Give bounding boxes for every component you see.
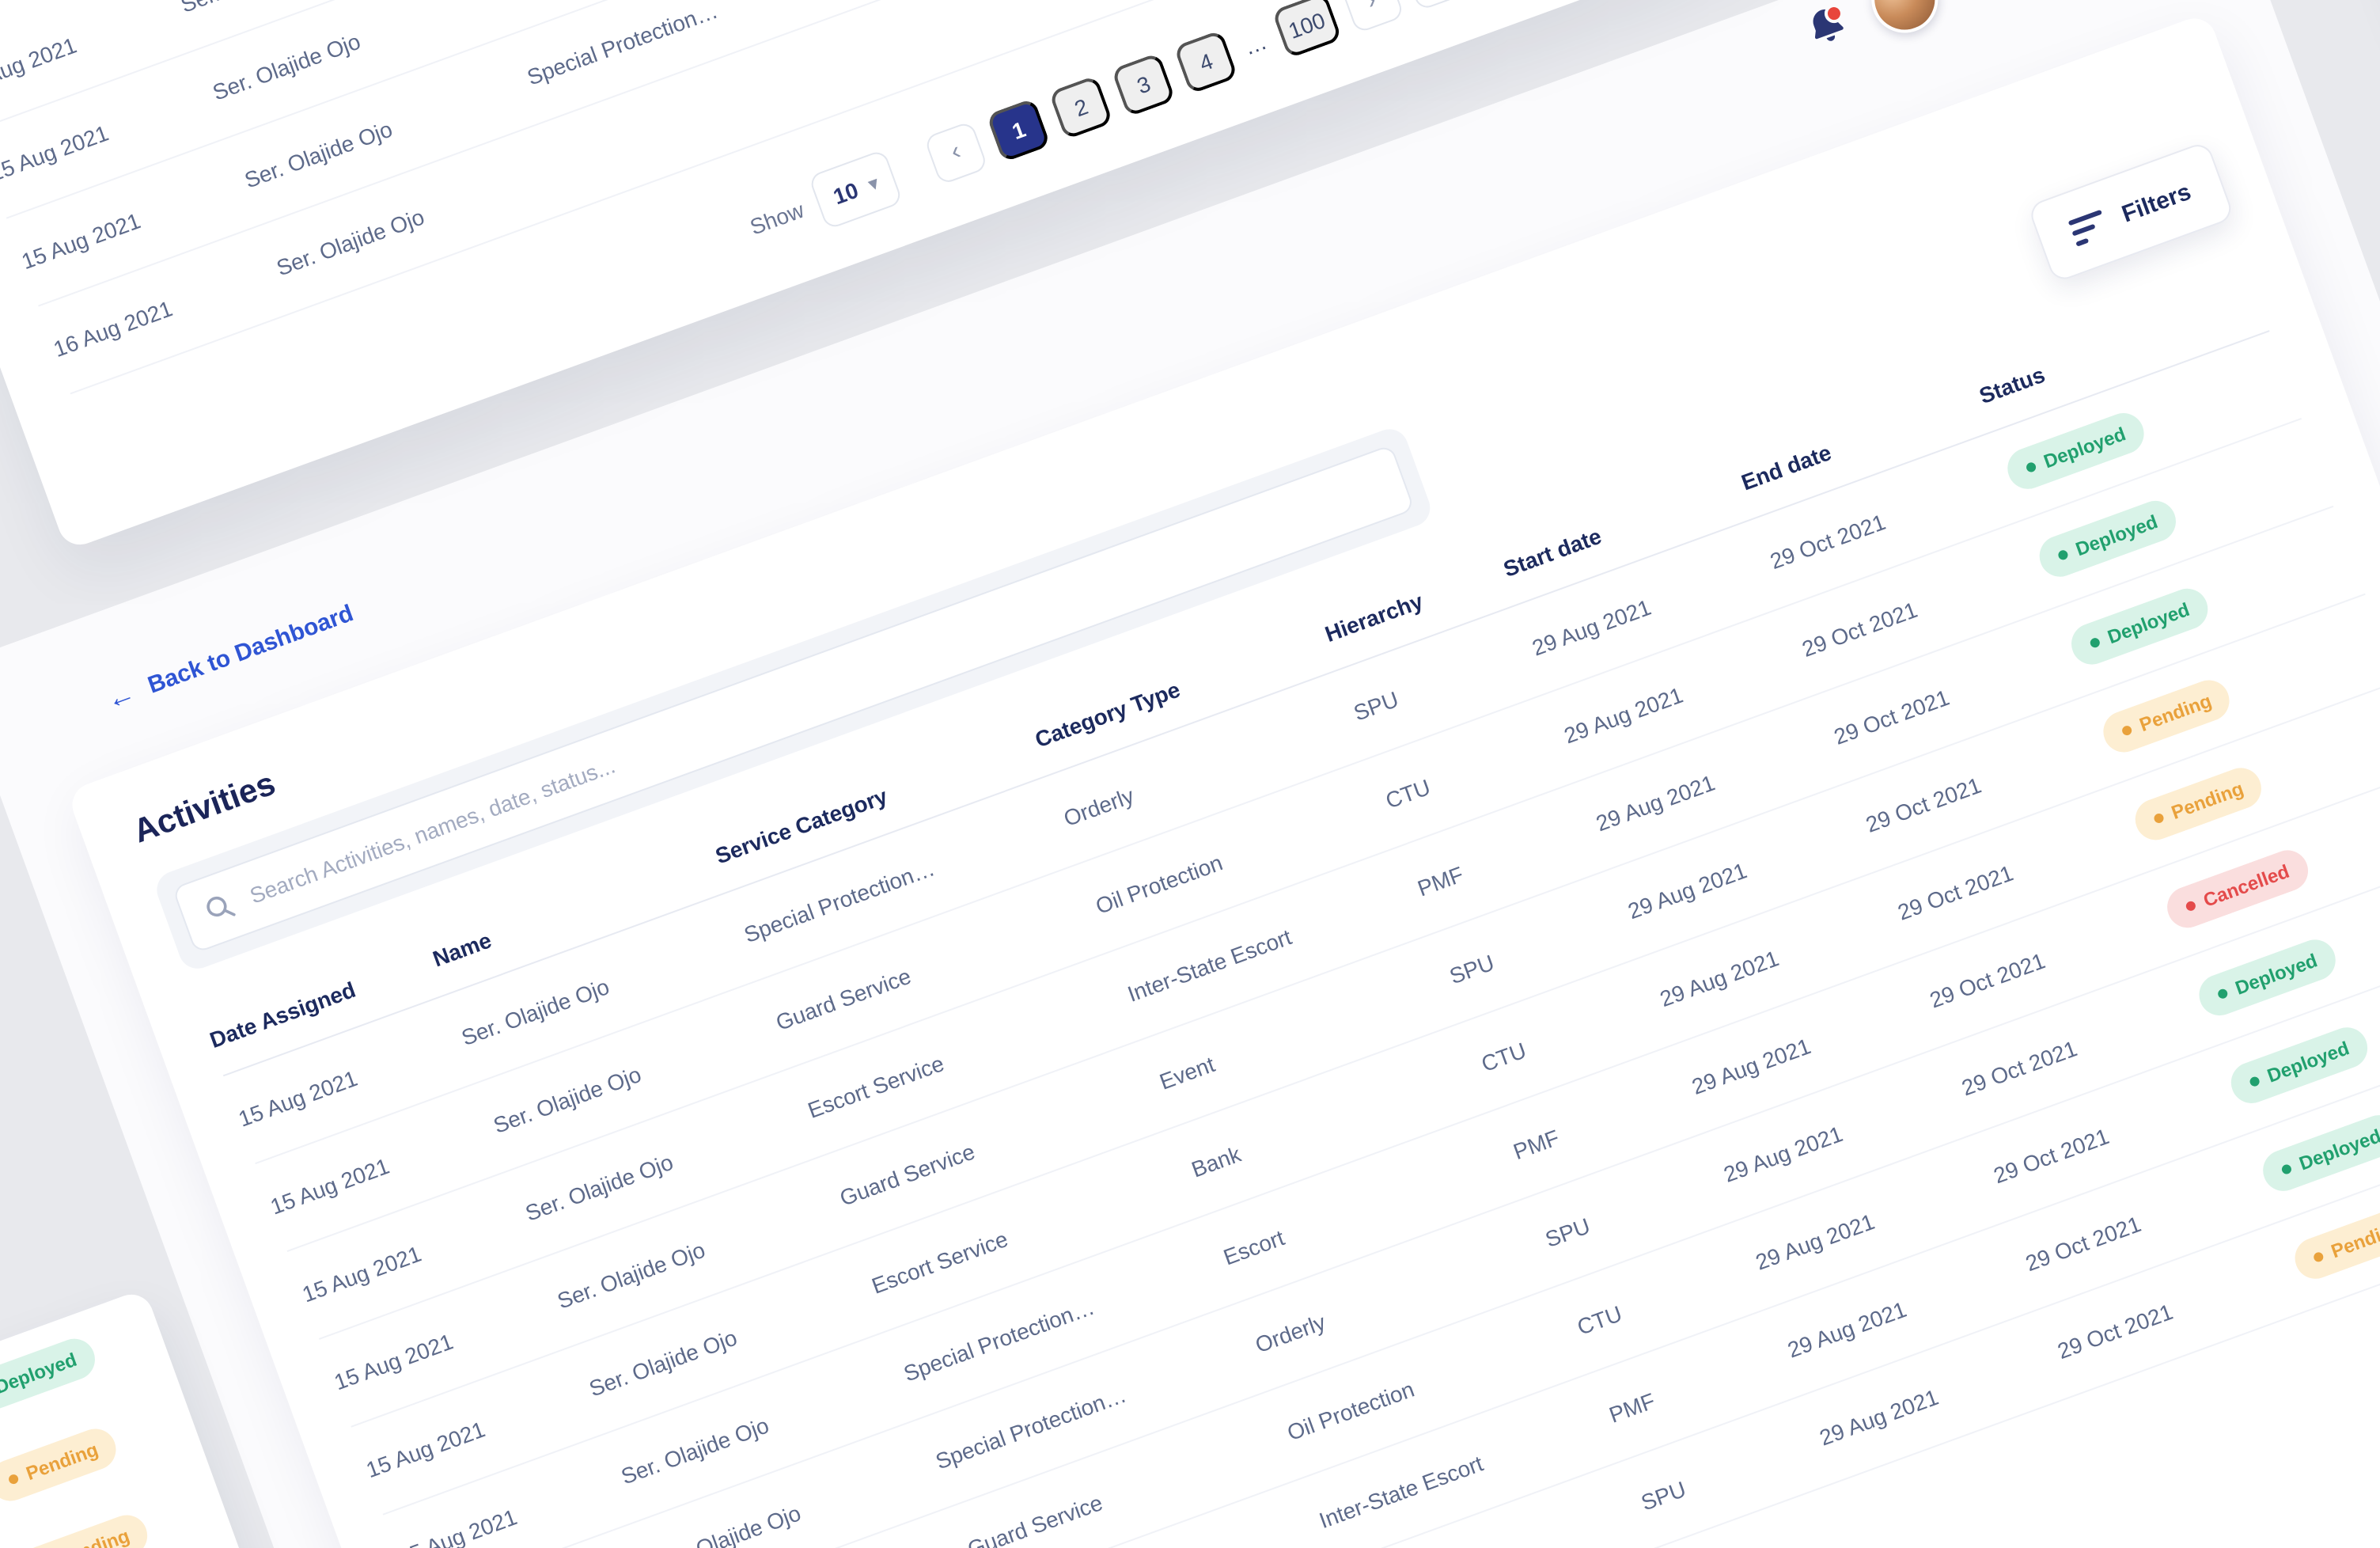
filters-button[interactable]: Filters [2026,140,2235,284]
back-to-dashboard-link[interactable]: ← Back to Dashboard [101,598,357,716]
last-page-button[interactable]: » [1401,0,1467,12]
back-arrow-icon: ← [101,676,140,716]
activities-card: Activities Filters [66,12,2380,1548]
page-button[interactable]: 1 [986,97,1052,163]
page-button[interactable]: 4 [1173,29,1239,95]
status-dot-icon [2025,461,2037,474]
status-badge: Pending [2129,761,2268,846]
search-container [151,423,1436,974]
status-badge: Deployed [2193,933,2342,1022]
next-page-button[interactable]: › [1339,0,1404,35]
status-dot-icon [2248,1075,2261,1088]
status-badge: Pending [2098,673,2236,758]
status-badge: Deployed [2033,495,2182,583]
status-badge: Pending [2289,1201,2380,1285]
status-badge: Deployed [2065,582,2214,670]
page-button[interactable]: 100 [1271,0,1342,59]
chevron-down-icon: ▾ [866,173,881,195]
status-badge: Deployed [2001,407,2150,495]
page-button[interactable]: 3 [1111,51,1177,118]
search-box [172,444,1415,954]
toolbar: Filters [151,134,2235,974]
status-dot-icon [2216,988,2229,1000]
prev-page-button[interactable]: ‹ [923,120,989,186]
page-button[interactable]: 2 [1048,74,1114,140]
status-dot-icon [2280,1163,2293,1176]
page-size-select[interactable]: 10 ▾ [808,149,904,230]
page-size-group: Show 10 ▾ [741,149,904,254]
top-bar-icons: ▾ [1797,0,1981,66]
status-dot-icon [2152,812,2166,825]
status-dot-icon [2089,636,2101,649]
filter-icon [2067,208,2109,246]
status-dot-icon [2120,724,2133,737]
filters-label: Filters [2118,177,2195,228]
search-icon [207,896,236,917]
show-label: Show [746,196,808,240]
notifications-button[interactable] [1801,0,1858,55]
user-avatar[interactable] [1862,0,1948,43]
status-badge: Pending [15,1508,154,1548]
status-dot-icon [7,1473,20,1485]
status-badge: Pending [0,1422,123,1507]
status-badge: Deployed [2225,1021,2374,1110]
status-dot-icon [2312,1250,2325,1264]
back-link-label: Back to Dashboard [144,599,357,699]
page-ellipsis: … [1240,28,1270,60]
status-badge: Deployed [0,1333,101,1421]
activities-table: Date Assigned Name Service Category Categor… [198,261,2380,1548]
status-dot-icon [2185,900,2197,912]
status-dot-icon [2056,548,2070,562]
page-size-value: 10 [829,176,862,210]
